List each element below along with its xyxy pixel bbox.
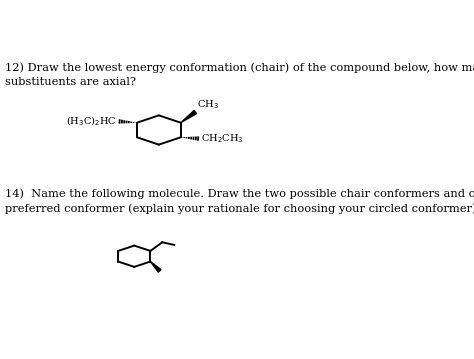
- Text: CH$_3$: CH$_3$: [197, 98, 219, 111]
- Text: 12) Draw the lowest energy conformation (chair) of the compound below, how many : 12) Draw the lowest energy conformation …: [5, 62, 474, 87]
- Text: 14)  Name the following molecule. Draw the two possible chair conformers and cir: 14) Name the following molecule. Draw th…: [5, 188, 474, 214]
- Polygon shape: [150, 262, 161, 272]
- Text: CH$_2$CH$_3$: CH$_2$CH$_3$: [201, 132, 243, 145]
- Text: (H$_3$C)$_2$HC: (H$_3$C)$_2$HC: [66, 115, 117, 128]
- Polygon shape: [181, 111, 197, 123]
